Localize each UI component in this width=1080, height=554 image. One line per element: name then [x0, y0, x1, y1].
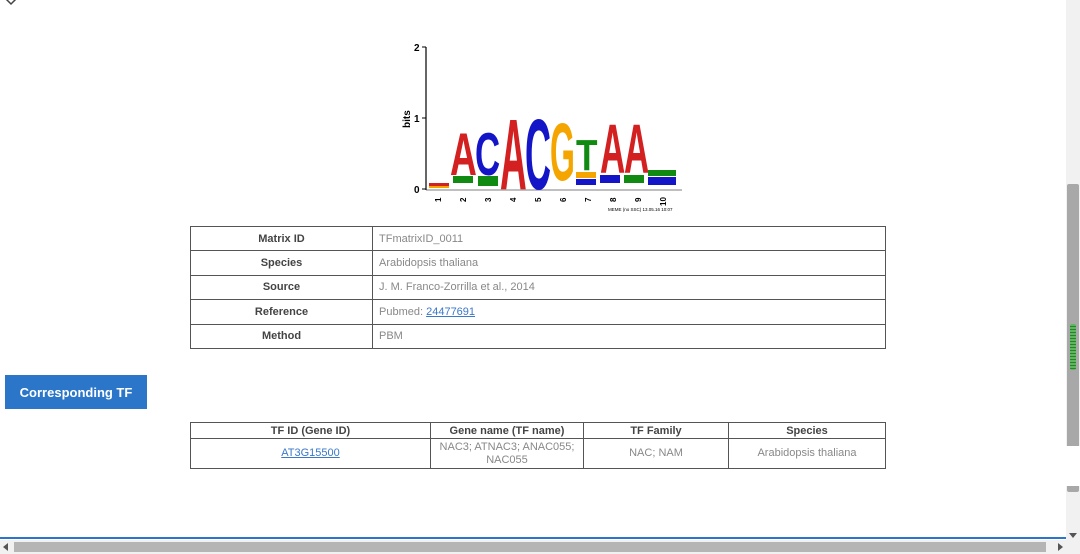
table-row: AT3G15500 NAC3; ATNAC3; ANAC055; NAC055 …	[190, 438, 886, 469]
logo-letter-small	[576, 172, 596, 178]
logo-position-label: 6	[559, 197, 568, 202]
source-value: J. M. Franco-Zorrilla et al., 2014	[372, 274, 886, 301]
logo-y-axis-label: bits	[402, 110, 413, 128]
arrow-right-icon[interactable]	[1058, 543, 1063, 551]
footer-divider	[0, 537, 1066, 539]
logo-position-label: 2	[459, 197, 468, 202]
pubmed-prefix: Pubmed:	[379, 305, 427, 318]
logo-footer: MEME (no SSC) 13.05.16 10:07	[608, 207, 673, 212]
scroll-grip-icon	[1070, 324, 1076, 370]
vertical-scrollbar[interactable]	[1066, 0, 1080, 540]
matrix-id-label: Matrix ID	[190, 225, 373, 252]
tf-table: TF ID (Gene ID) Gene name (TF name) TF F…	[190, 422, 886, 469]
pubmed-link[interactable]: 24477691	[426, 305, 476, 318]
table-row: Species Arabidopsis thaliana	[190, 250, 886, 276]
matrix-info-table: Matrix ID TFmatrixID_0011 Species Arabid…	[190, 225, 886, 349]
logo-letter-G: G	[550, 108, 575, 199]
table-row: Method PBM	[190, 323, 886, 349]
gene-name-cell: NAC3; ATNAC3; ANAC055; NAC055	[430, 438, 584, 469]
horizontal-scrollbar[interactable]	[0, 540, 1080, 554]
species-label: Species	[190, 250, 373, 276]
logo-position-label: 8	[609, 197, 618, 202]
table-row: Reference Pubmed: 24477691	[190, 299, 886, 325]
table-row: Source J. M. Franco-Zorrilla et al., 201…	[190, 274, 886, 301]
tf-family-header: TF Family	[583, 422, 729, 439]
reference-value: Pubmed: 24477691	[372, 299, 886, 325]
arrow-left-icon[interactable]	[3, 543, 8, 551]
reference-label: Reference	[190, 299, 373, 325]
scrollbar-gap	[1066, 446, 1080, 486]
method-label: Method	[190, 323, 373, 349]
species-value: Arabidopsis thaliana	[372, 250, 886, 276]
logo-position-label: 7	[584, 197, 593, 202]
logo-letter-C: C	[525, 99, 551, 211]
logo-letter-small	[576, 179, 596, 185]
arrow-down-icon[interactable]	[1069, 533, 1077, 538]
logo-letter-small	[453, 176, 473, 183]
logo-position-label: 4	[509, 197, 518, 202]
logo-y-tick-0: 0	[414, 185, 420, 196]
species-header: Species	[728, 422, 886, 439]
logo-letter-small	[478, 176, 498, 186]
tf-family-cell: NAC; NAM	[583, 438, 729, 469]
logo-position-label: 3	[484, 197, 493, 202]
matrix-id-value: TFmatrixID_0011	[372, 225, 886, 252]
table-header-row: TF ID (Gene ID) Gene name (TF name) TF F…	[190, 422, 886, 439]
corresponding-tf-button[interactable]: Corresponding TF	[5, 375, 147, 409]
logo-letter-small	[648, 170, 676, 176]
table-row: Matrix ID TFmatrixID_0011	[190, 225, 886, 252]
logo-position-label: 5	[534, 197, 543, 202]
vertical-scroll-thumb[interactable]	[1067, 184, 1079, 492]
method-value: PBM	[372, 323, 886, 349]
logo-letter-A: A	[500, 99, 527, 210]
tf-id-header: TF ID (Gene ID)	[190, 422, 431, 439]
logo-y-tick-2: 2	[414, 43, 420, 54]
logo-letter-small	[624, 175, 644, 183]
logo-position-label: 1	[434, 197, 443, 202]
sequence-logo: 2 1 0 bits A C A C G T A A 1 2 3 4 5 6 7…	[396, 42, 686, 214]
logo-position-label: 10	[659, 197, 668, 206]
species-cell: Arabidopsis thaliana	[728, 438, 886, 469]
logo-letter-small	[429, 186, 449, 188]
logo-y-tick-1: 1	[414, 114, 420, 125]
logo-letter-small	[600, 175, 620, 183]
logo-letter-small	[648, 177, 676, 185]
horizontal-scroll-thumb[interactable]	[14, 542, 1046, 552]
tf-id-cell: AT3G15500	[190, 438, 431, 469]
logo-letter-T: T	[576, 131, 598, 180]
tf-id-link[interactable]: AT3G15500	[281, 447, 340, 459]
logo-letter-small	[429, 183, 449, 186]
logo-position-label: 9	[634, 197, 643, 202]
chevron-down-icon[interactable]	[4, 0, 18, 8]
source-label: Source	[190, 274, 373, 301]
gene-name-header: Gene name (TF name)	[430, 422, 584, 439]
